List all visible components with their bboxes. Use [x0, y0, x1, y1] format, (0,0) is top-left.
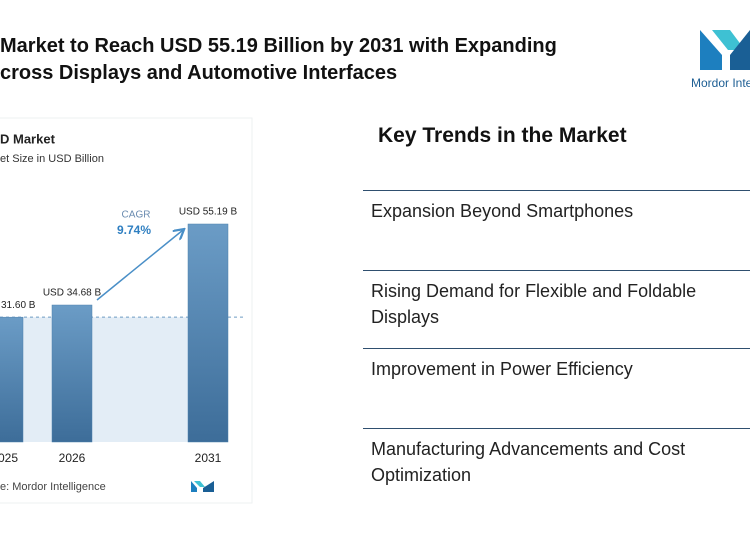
- bar: [51, 304, 93, 443]
- bar: [187, 223, 229, 443]
- title-line: Market to Reach USD 55.19 Billion by 203…: [0, 35, 557, 57]
- divider: [363, 348, 750, 349]
- logo: [700, 30, 750, 70]
- title-line: cross Displays and Automotive Interfaces: [0, 62, 398, 84]
- source-logo: [191, 481, 214, 492]
- divider: [363, 190, 750, 191]
- data-label: USD 55.19 B: [179, 207, 238, 218]
- cagr-arrow: [96, 230, 183, 301]
- trend-item: Improvement in Power Efficiency: [371, 359, 633, 379]
- data-label: USD 34.68 B: [43, 288, 102, 299]
- x-tick-label: 2031: [195, 451, 222, 465]
- title: Market to Reach USD 55.19 Billion by 203…: [0, 33, 557, 87]
- trend-item: Rising Demand for Flexible and Foldable …: [371, 281, 697, 327]
- cagr-value: 9.74%: [117, 223, 151, 237]
- divider: [363, 270, 750, 271]
- source: e: Mordor Intelligence: [0, 481, 106, 493]
- trend-item: Manufacturing Advancements and Cost Opti…: [371, 439, 686, 485]
- bar: [0, 316, 24, 443]
- logo-text: Mordor Inte: [691, 76, 750, 90]
- x-tick-label: 025: [0, 451, 18, 465]
- divider: [363, 428, 750, 429]
- data-label: 31.60 B: [1, 300, 36, 311]
- x-tick-label: 2026: [59, 451, 86, 465]
- trend-item: Expansion Beyond Smartphones: [371, 201, 634, 221]
- chart-title: D Market: [0, 131, 56, 146]
- chart-subtitle: et Size in USD Billion: [0, 153, 104, 165]
- plot: 31.60 B 025 USD 34.68 B 2026 USD 55.19 B 2031: [0, 207, 245, 465]
- trends-title: Key Trends in the Market: [378, 124, 627, 147]
- cagr-label: CAGR: [122, 210, 151, 221]
- reference-band: [22, 317, 188, 442]
